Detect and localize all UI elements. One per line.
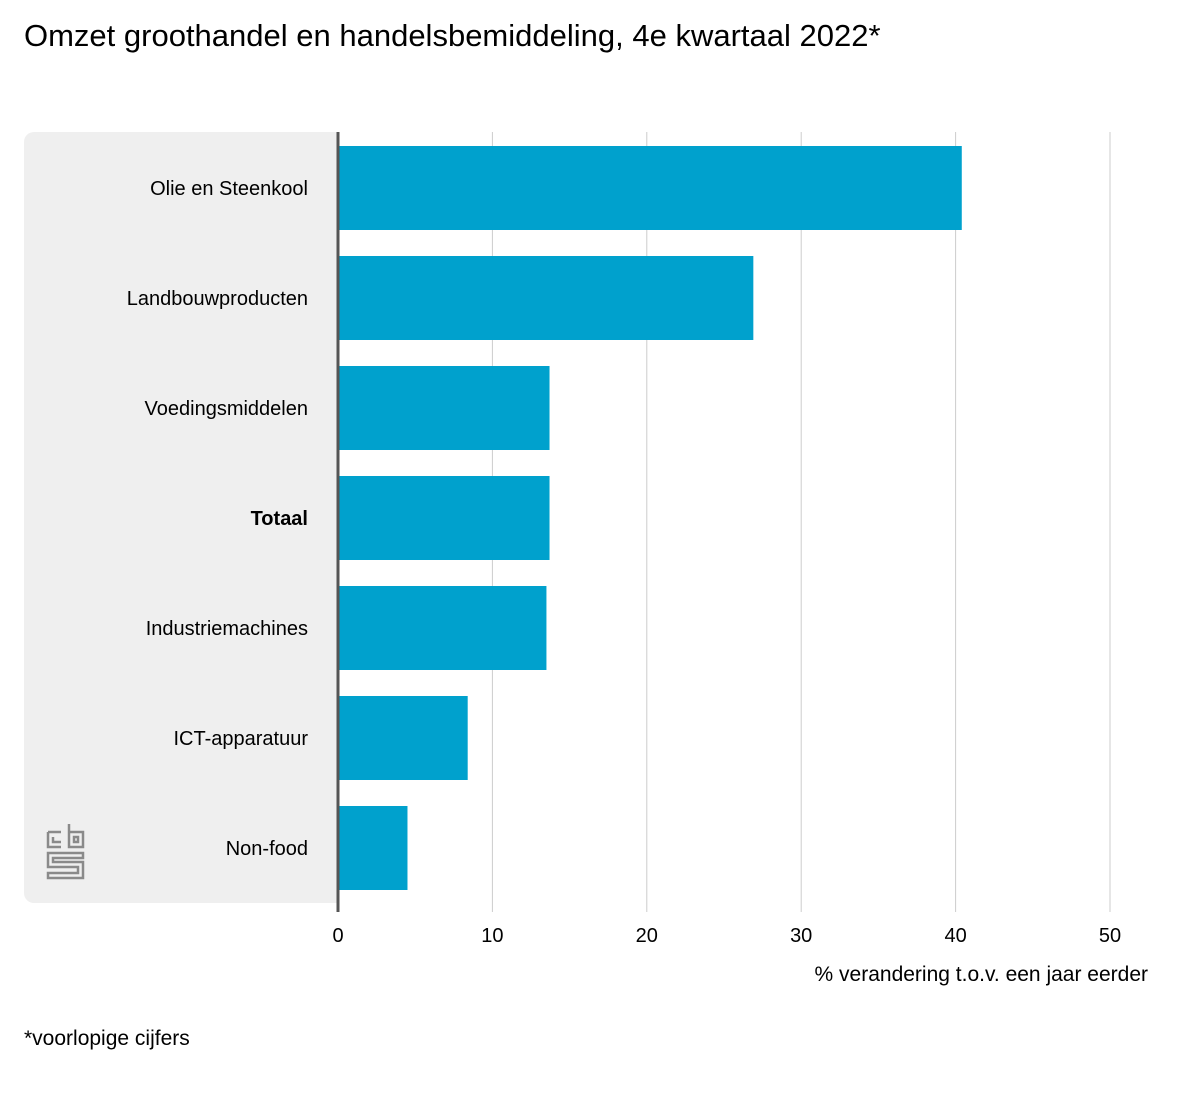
bar [338, 806, 408, 890]
category-label: ICT-apparatuur [173, 728, 308, 750]
bar [338, 586, 547, 670]
category-label: Landbouwproducten [127, 288, 308, 310]
bar [338, 366, 550, 450]
x-tick-label: 0 [332, 925, 343, 947]
category-label: Totaal [251, 508, 308, 530]
x-tick-label: 50 [1099, 925, 1121, 947]
x-axis-label: % verandering t.o.v. een jaar eerder [814, 963, 1148, 986]
x-tick-label: 30 [790, 925, 812, 947]
cbs-logo-icon [46, 824, 85, 880]
bar [338, 256, 754, 340]
chart-title: Omzet groothandel en handelsbemiddeling,… [24, 18, 881, 53]
category-panel [24, 132, 338, 903]
x-tick-label: 40 [944, 925, 966, 947]
category-label: Voedingsmiddelen [145, 398, 308, 420]
category-label: Non-food [226, 838, 308, 860]
bar [338, 146, 962, 230]
x-tick-label: 20 [636, 925, 658, 947]
category-label: Industriemachines [146, 618, 308, 640]
category-label: Olie en Steenkool [150, 178, 308, 200]
bar [338, 696, 468, 780]
x-tick-label: 10 [481, 925, 503, 947]
footnote: *voorlopige cijfers [24, 1027, 190, 1050]
bar [338, 476, 550, 560]
